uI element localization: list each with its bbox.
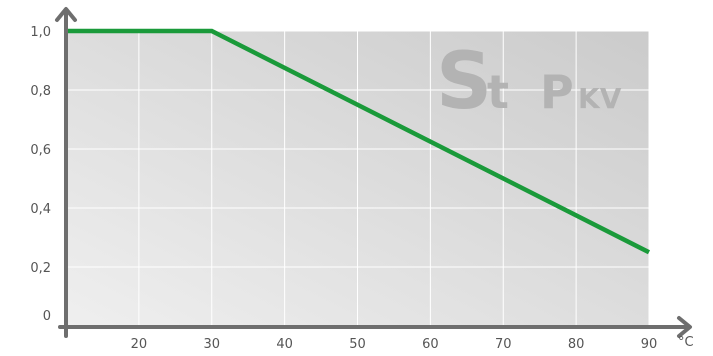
watermark-kv: KV: [578, 82, 622, 115]
y-tick-label-1: 0,2: [30, 261, 51, 276]
x-tick-label-80: 80: [568, 337, 585, 352]
series-layer: [66, 28, 651, 255]
x-tick-labels: 20 30 40 50 60 70 80 90: [131, 337, 658, 352]
x-tick-label-70: 70: [495, 337, 512, 352]
x-axis-unit: °C: [678, 335, 694, 350]
y-tick-label-0: 0: [43, 309, 51, 324]
y-tick-label-4: 0,8: [30, 84, 51, 99]
y-tick-label-5: 1,0: [30, 25, 51, 40]
series-line-0: [66, 28, 651, 255]
grid-lines: [66, 30, 650, 326]
x-axis-arrow-icon: [677, 316, 692, 338]
x-tick-label-50: 50: [349, 337, 366, 352]
x-tick-label-40: 40: [276, 337, 293, 352]
axes: [55, 7, 692, 338]
watermark-s: S: [436, 37, 492, 127]
watermark-logo: S t P KV: [436, 37, 622, 127]
x-tick-label-20: 20: [131, 337, 148, 352]
x-tick-label-90: 90: [641, 337, 658, 352]
x-tick-label-60: 60: [422, 337, 439, 352]
watermark-t: t: [487, 65, 509, 119]
watermark-p: P: [540, 65, 574, 119]
x-tick-label-30: 30: [203, 337, 220, 352]
y-axis-arrow-icon: [55, 7, 77, 22]
y-tick-label-2: 0,4: [30, 202, 51, 217]
y-tick-labels: 0 0,2 0,4 0,6 0,8 1,0: [30, 25, 51, 324]
y-tick-label-3: 0,6: [30, 143, 51, 158]
